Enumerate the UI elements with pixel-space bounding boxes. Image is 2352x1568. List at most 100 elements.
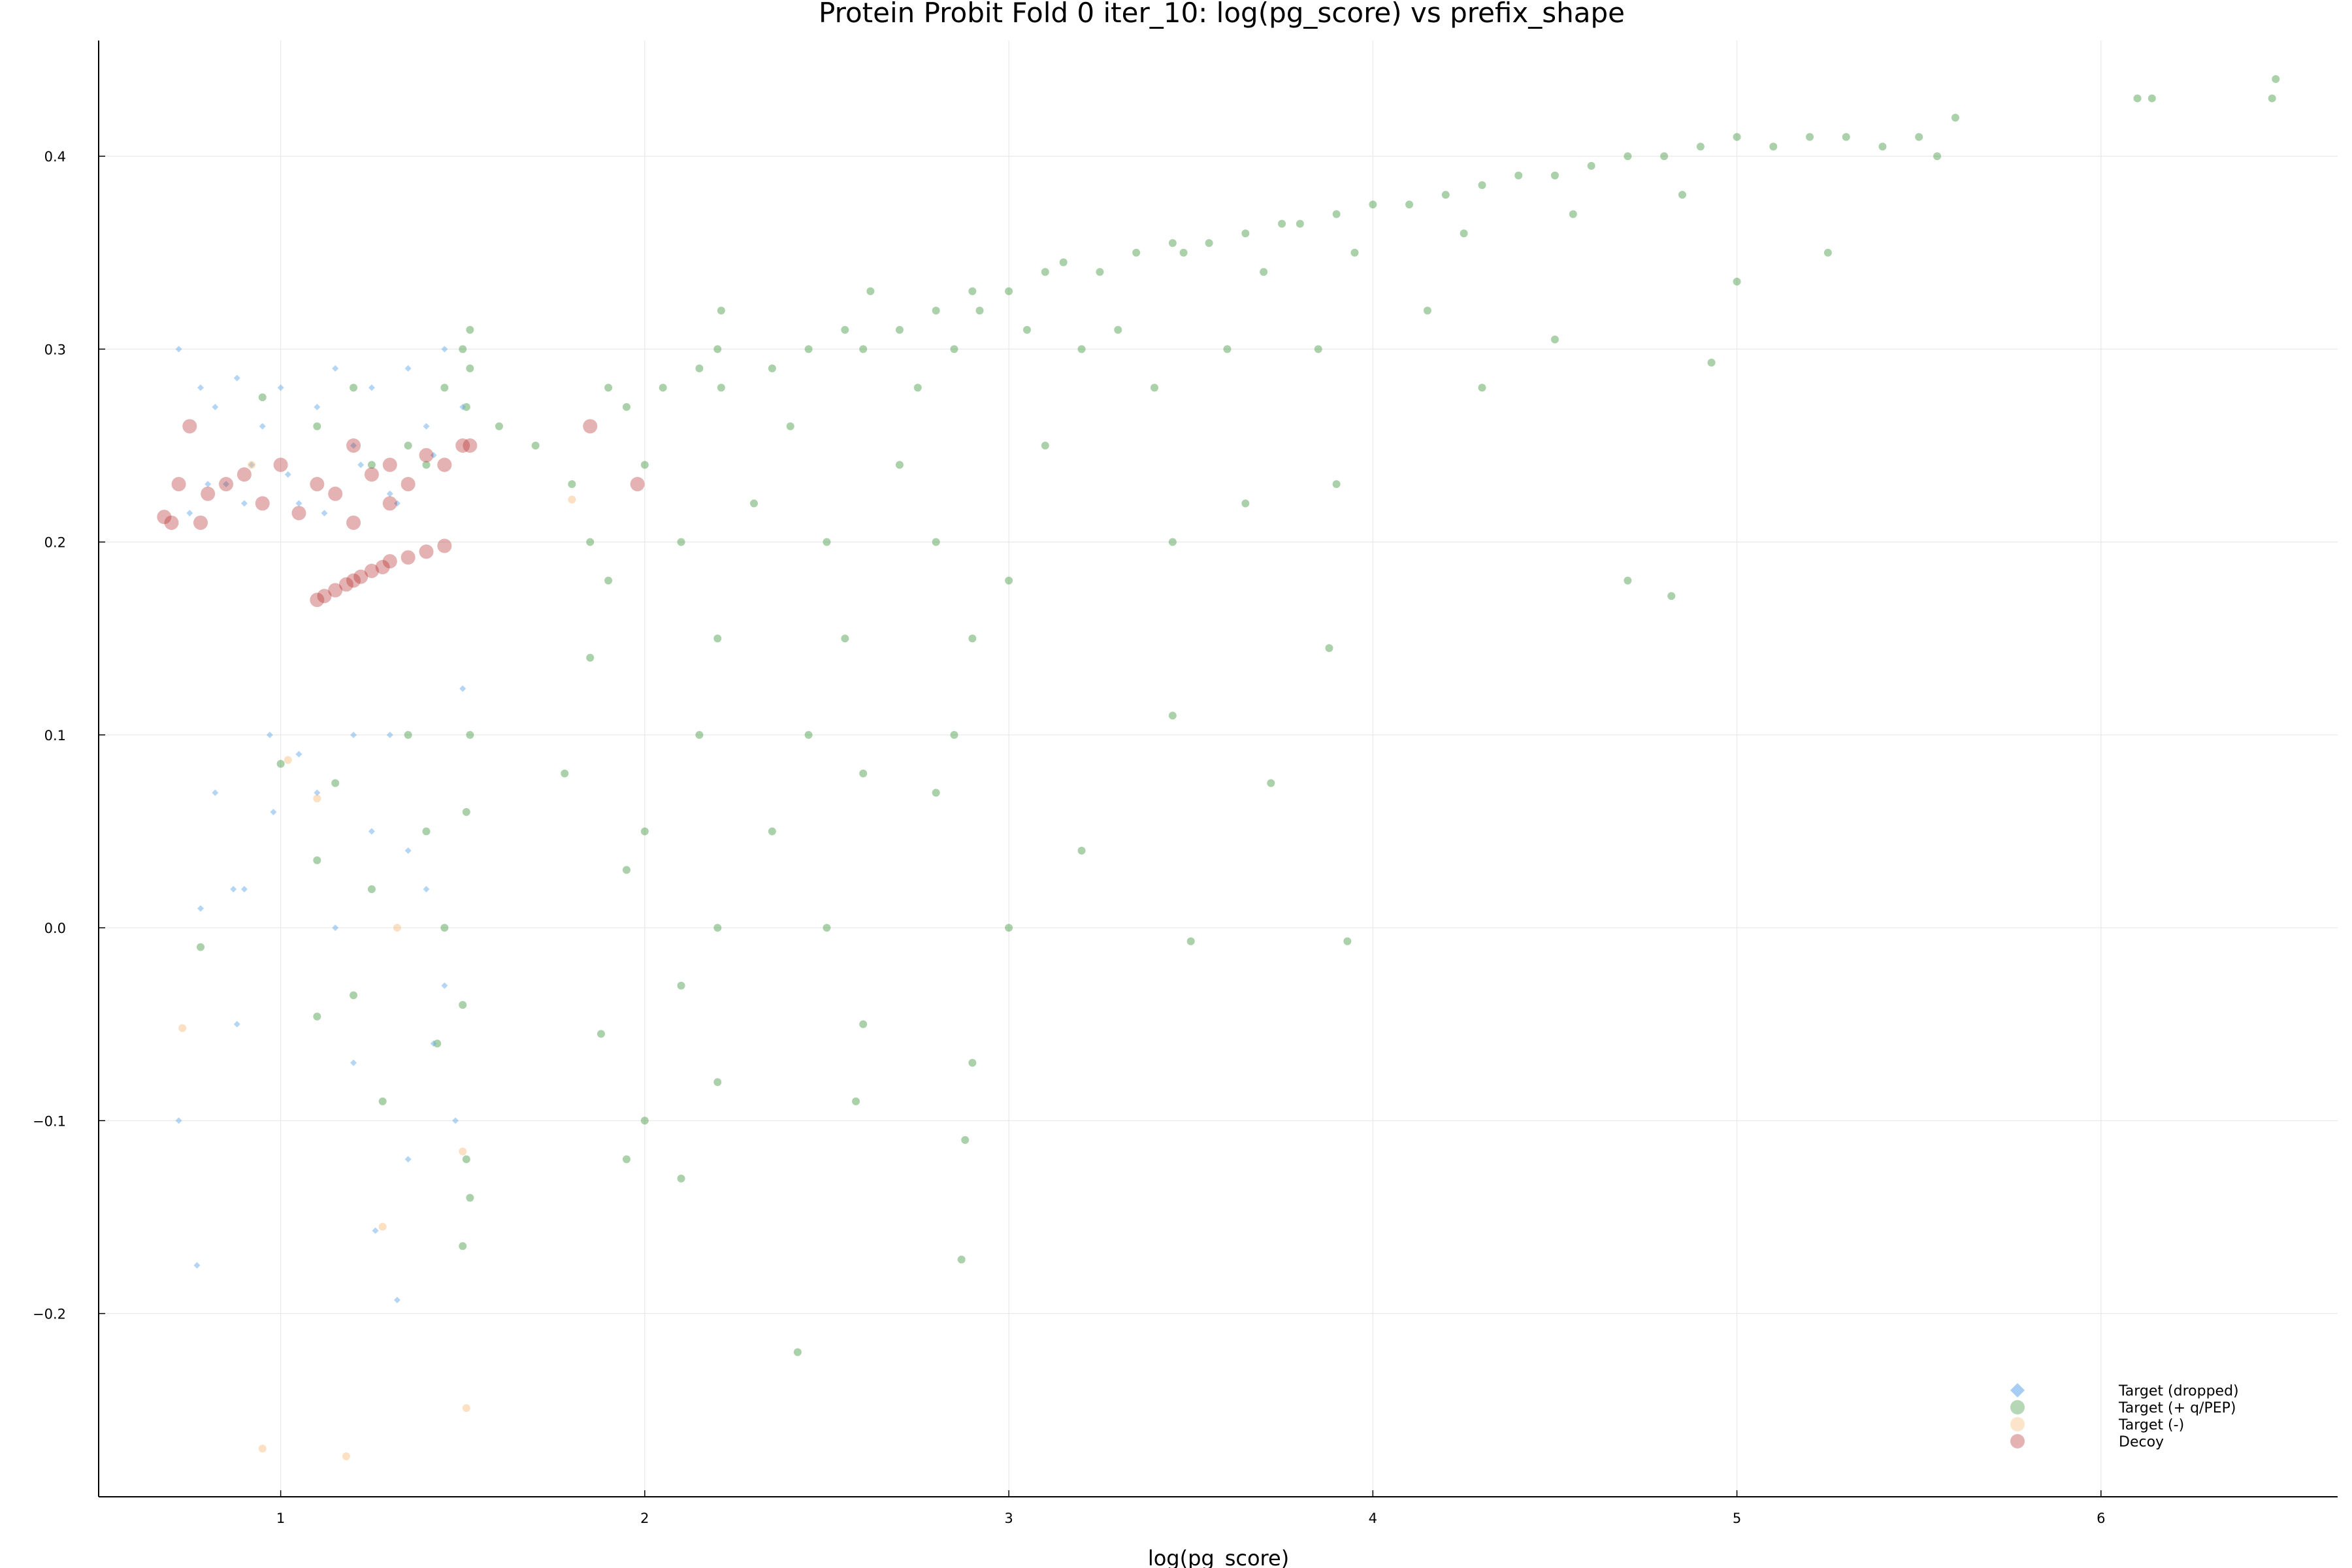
x-axis-label: log(pg_score): [1148, 1546, 1289, 1568]
point: [357, 461, 365, 468]
point: [197, 943, 205, 951]
y-tick-label-3: 0.1: [44, 728, 66, 743]
point: [328, 583, 343, 598]
point: [1878, 142, 1887, 151]
x-tick-label-5: 6: [2097, 1511, 2105, 1526]
point: [1267, 779, 1275, 787]
point: [346, 515, 361, 531]
point: [452, 1117, 459, 1124]
point: [1769, 142, 1778, 151]
point: [462, 1155, 470, 1164]
point: [295, 751, 302, 758]
point: [404, 441, 412, 449]
legend-marker-1: [2010, 1400, 2025, 1414]
point: [866, 287, 875, 295]
point: [164, 515, 179, 531]
point: [750, 499, 759, 508]
point: [350, 442, 357, 449]
point: [1096, 268, 1104, 276]
y-tick-label-2: 0.0: [44, 921, 66, 936]
point: [968, 634, 977, 643]
series-target-dropped-: [175, 346, 466, 1303]
point: [1405, 200, 1414, 208]
legend-marker-0: [2010, 1383, 2025, 1397]
point: [404, 730, 412, 739]
point: [404, 1156, 412, 1163]
point: [259, 423, 266, 430]
point: [1041, 441, 1049, 449]
legend-label-2: Target (-): [2118, 1417, 2184, 1433]
point: [277, 384, 284, 391]
point: [1350, 248, 1359, 257]
point: [1314, 345, 1322, 353]
point: [596, 1030, 605, 1038]
point: [393, 500, 400, 507]
point: [364, 563, 379, 578]
point: [350, 1059, 357, 1066]
point: [386, 731, 393, 738]
legend: Target (dropped)Target (+ q/PEP)Target (…: [2010, 1383, 2239, 1450]
point: [1660, 152, 1669, 161]
point: [1733, 278, 1741, 286]
point: [314, 403, 321, 410]
point: [466, 325, 474, 334]
point: [640, 827, 649, 836]
point: [240, 500, 248, 507]
point: [1624, 152, 1632, 161]
point: [375, 559, 390, 574]
point: [368, 384, 375, 391]
point: [1205, 238, 1213, 247]
point: [713, 634, 722, 643]
point: [1132, 248, 1141, 257]
y-tick-label-1: −0.1: [33, 1113, 66, 1129]
point: [640, 461, 649, 469]
point: [258, 1445, 267, 1453]
point: [1059, 258, 1068, 267]
point: [852, 1097, 860, 1105]
point: [276, 760, 285, 768]
point: [332, 365, 339, 372]
point: [317, 589, 332, 604]
point: [1241, 229, 1250, 238]
point: [437, 457, 452, 472]
point: [368, 828, 375, 835]
point: [332, 924, 339, 932]
point: [197, 384, 204, 391]
point: [677, 981, 685, 990]
point: [284, 471, 291, 478]
point: [604, 576, 613, 585]
point: [950, 730, 958, 739]
point: [1478, 384, 1486, 392]
data-points: [157, 75, 2280, 1461]
y-tick-label-6: 0.4: [44, 149, 66, 165]
point: [233, 374, 240, 382]
point: [1077, 345, 1086, 353]
point: [1168, 238, 1177, 247]
point: [342, 1452, 350, 1461]
point: [1460, 229, 1468, 238]
point: [346, 438, 361, 453]
point: [386, 490, 393, 497]
point: [1667, 592, 1676, 600]
point: [1478, 181, 1486, 189]
point: [859, 1020, 868, 1028]
point: [313, 1012, 321, 1021]
point: [350, 991, 358, 1000]
point: [1823, 248, 1832, 257]
legend-label-1: Target (+ q/PEP): [2118, 1400, 2236, 1416]
point: [284, 756, 292, 764]
point: [459, 403, 466, 410]
point: [310, 593, 325, 608]
point: [393, 1296, 400, 1303]
point: [233, 1021, 240, 1028]
point: [1168, 538, 1177, 546]
point: [338, 577, 353, 592]
point: [175, 1117, 182, 1124]
point: [422, 461, 431, 469]
point: [1423, 306, 1431, 315]
point: [859, 345, 868, 353]
point: [1343, 937, 1352, 945]
point: [178, 1024, 187, 1032]
point: [328, 486, 343, 501]
